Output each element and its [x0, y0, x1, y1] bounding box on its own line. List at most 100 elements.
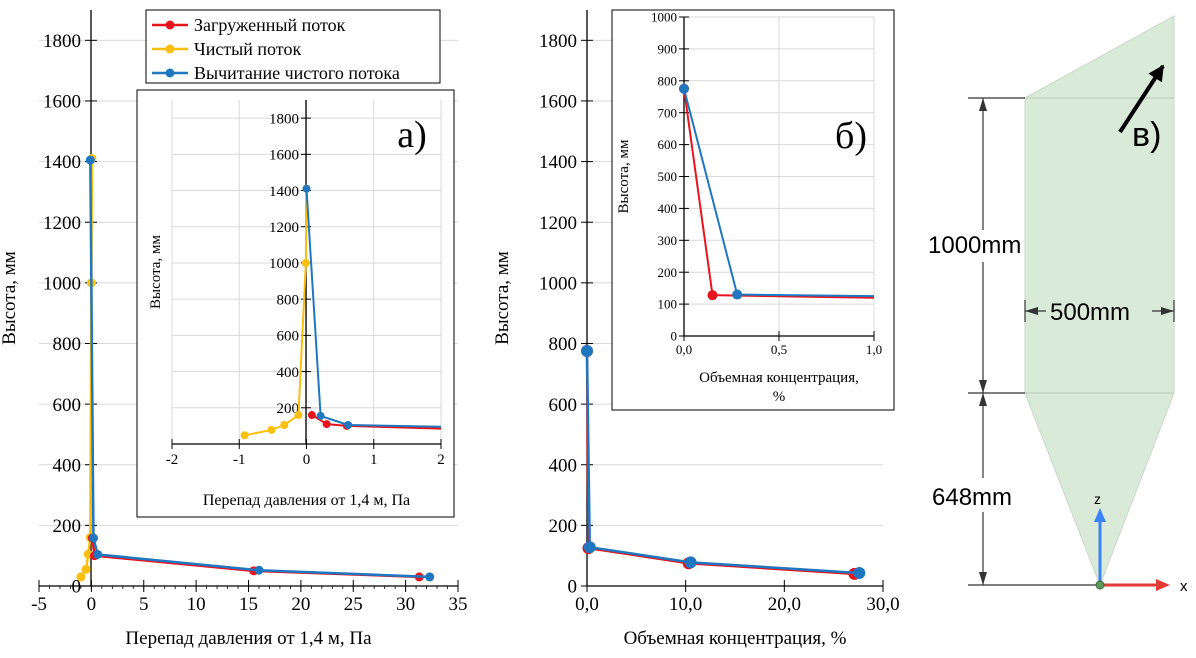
- legend-label: Загруженный поток: [194, 15, 346, 35]
- x-axis-title: Перепад давления от 1,4 м, Па: [203, 492, 410, 509]
- y-tick-label: 800: [277, 292, 300, 308]
- y-tick-label: 200: [549, 516, 578, 537]
- x-axis-title: Объемная концентрация, %: [624, 628, 847, 649]
- legend-label: Чистый поток: [194, 39, 301, 59]
- chart-a-inset: -2 -1 0 1 2 200 400 600 800 1000 1200 1400 1600 1800 П…: [136, 89, 455, 518]
- y-tick-label: 0: [72, 577, 82, 598]
- y-axis-title: Высота, мм: [148, 235, 164, 309]
- y-tick-label: 400: [277, 365, 300, 381]
- y-tick-label: 1200: [269, 220, 299, 236]
- data-point: [344, 420, 353, 429]
- dimension-1000: 1000mm: [928, 232, 1021, 259]
- y-tick-label: 200: [277, 401, 300, 417]
- x-tick-label: -2: [166, 452, 179, 468]
- x-axis-title: Перепад давления от 1,4 м, Па: [125, 628, 372, 649]
- data-point: [301, 258, 310, 267]
- dimension-500: 500mm: [1050, 299, 1130, 326]
- panel-label: б): [835, 115, 867, 157]
- data-point: [81, 564, 91, 574]
- y-tick-label: 1600: [539, 92, 577, 113]
- data-point: [88, 533, 98, 543]
- x-tick-label: 0,5: [771, 342, 787, 357]
- x-axis-title-line1: Объемная концентрация,: [699, 370, 859, 386]
- x-tick-label: -5: [31, 594, 47, 615]
- y-tick-label: 400: [658, 201, 678, 216]
- x-tick-label: 1: [370, 452, 378, 468]
- y-tick-label: 200: [53, 516, 82, 537]
- x-tick-label: 20,0: [768, 594, 801, 615]
- y-tick-label: 1800: [269, 111, 299, 127]
- y-tick-label: 900: [658, 41, 678, 56]
- data-point: [679, 83, 689, 94]
- data-point: [322, 420, 331, 429]
- data-point: [853, 566, 866, 579]
- y-tick-label: 0: [568, 577, 578, 598]
- inset-frame: [136, 89, 455, 518]
- x-tick-label: 35: [449, 594, 468, 615]
- x-tick-label: 10: [187, 594, 206, 615]
- data-point: [85, 155, 95, 165]
- y-axis-title: Высота, мм: [616, 139, 632, 213]
- data-point: [240, 431, 249, 440]
- y-tick-label: 800: [53, 334, 82, 355]
- series-line-1: [585, 351, 860, 575]
- legend-label: Вычитание чистого потока: [194, 63, 400, 83]
- x-tick-label: 2: [437, 452, 445, 468]
- inset-frame: [611, 9, 895, 411]
- chart-b-inset: 0,0 0,5 1,0 0 100 200 300 400 500 600 700 800 900 100…: [611, 9, 895, 411]
- x-tick-label: -1: [233, 452, 246, 468]
- flow-arrow-icon: [1118, 64, 1165, 134]
- y-tick-label: 1800: [539, 31, 577, 52]
- data-point: [316, 411, 325, 420]
- z-axis-label: z: [1094, 491, 1101, 507]
- plot-area: [76, 154, 435, 582]
- y-tick-label: 400: [549, 455, 578, 476]
- series-line-2: [305, 188, 442, 428]
- data-point: [732, 289, 743, 300]
- z-axis-arrowhead-icon: [1094, 508, 1106, 522]
- x-axis-arrowhead-icon: [1156, 579, 1170, 591]
- legend-marker: [165, 44, 175, 54]
- y-tick-label: 1000: [43, 273, 81, 294]
- x-tick-label: 0: [87, 594, 97, 615]
- chart-a-main: -5 0 5 10 15 20 25 30 35020040060080010001200140…: [0, 10, 468, 649]
- y-axis-title: Высота, мм: [0, 251, 20, 345]
- plot-area: [679, 83, 875, 301]
- x-tick-label: 0: [303, 452, 311, 468]
- y-tick-label: 400: [53, 455, 82, 476]
- y-tick-label: 200: [658, 265, 678, 280]
- x-tick-label: 20: [291, 594, 310, 615]
- y-tick-label: 800: [658, 73, 678, 88]
- x-tick-label: 1,0: [866, 342, 882, 357]
- x-tick-label: 30,0: [866, 594, 899, 615]
- legend-marker: [165, 20, 175, 30]
- x-tick-label: 5: [139, 594, 149, 615]
- data-point: [307, 411, 316, 420]
- legend-marker: [165, 68, 175, 78]
- y-tick-label: 1000: [651, 10, 677, 25]
- y-tick-label: 1000: [539, 273, 577, 294]
- data-point: [254, 565, 264, 575]
- panel-label: а): [397, 114, 427, 156]
- dimension-648: 648mm: [932, 484, 1012, 511]
- y-tick-label: 1200: [43, 213, 81, 234]
- plot-area: [581, 345, 866, 580]
- y-tick-label: 1800: [43, 31, 81, 52]
- y-tick-label: 100: [658, 297, 678, 312]
- x-axis-title-line2: %: [773, 389, 786, 405]
- y-tick-label: 1400: [269, 184, 299, 200]
- x-axis-label: x: [1180, 578, 1188, 595]
- y-tick-label: 1400: [539, 152, 577, 173]
- x-tick-label: 15: [239, 594, 258, 615]
- y-tick-label: 1000: [269, 256, 299, 272]
- y-tick-label: 600: [53, 395, 82, 416]
- y-tick-label: 1200: [539, 213, 577, 234]
- y-tick-label: 600: [277, 329, 300, 345]
- y-tick-label: 600: [549, 395, 578, 416]
- x-tick-label: 0,0: [575, 594, 599, 615]
- y-tick-label: 0: [671, 329, 678, 344]
- y-tick-label: 1600: [43, 92, 81, 113]
- y-tick-label: 700: [658, 105, 678, 120]
- data-point: [294, 411, 303, 420]
